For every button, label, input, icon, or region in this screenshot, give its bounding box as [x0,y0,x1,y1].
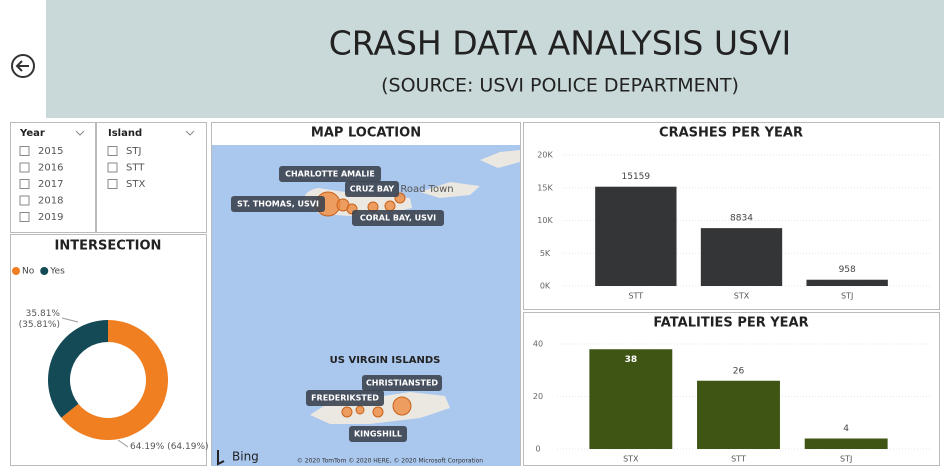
bar [700,228,783,286]
map-place: Road Town [400,184,453,195]
map-callout [362,375,442,391]
map-callout-label: FREDERIKSTED [311,394,379,403]
slicer-item: STT [126,163,145,174]
y-tick-label: 5K [540,249,551,258]
map-callout [345,181,399,197]
chart-title: CRASHES PER YEAR [659,126,803,141]
slicer-checkbox[interactable] [19,195,30,206]
y-tick-label: 10K [537,216,553,225]
slicer-item: STX [126,179,145,190]
map-callout [352,210,444,226]
leader-line [61,317,79,323]
bar [806,279,888,286]
donut-label: 35.81% (35.81%) [18,309,60,330]
map-callout [231,196,325,212]
legend-swatch [40,267,49,275]
back-button[interactable] [11,54,35,78]
map-copyright: © 2020 TomTom © 2020 HERE, © 2020 Micros… [297,458,483,465]
bar [589,349,673,449]
x-tick-label: STJ [841,292,853,301]
dropdown-chevrons [75,130,195,136]
header-band [46,0,944,118]
chart-title: FATALITIES PER YEAR [653,316,808,331]
bar [697,380,780,449]
donut-slice [61,320,169,440]
data-label: 958 [839,265,856,275]
map-callout-label: CRUZ BAY [350,185,395,194]
slicer-checkbox[interactable] [107,162,118,173]
map-callout [279,166,381,182]
map-callout-label: CHRISTIANSTED [366,379,438,388]
x-tick-label: STT [628,292,643,301]
bar [804,438,888,449]
x-tick-label: STX [623,455,639,464]
map-callout [349,426,407,442]
legend-label: Yes [49,267,65,277]
slicer-title: Island [108,128,142,139]
y-tick-label: 40 [533,340,543,349]
slicer-item: 2018 [38,196,63,207]
page-subtitle: (SOURCE: USVI POLICE DEPARTMENT) [381,75,739,97]
slicer-item: 2015 [38,146,63,157]
map-callout-label: ST. THOMAS, USVI [237,200,319,209]
slicer-title: Year [19,128,45,139]
data-label: 15159 [622,172,651,182]
y-tick-label: 20 [533,392,543,401]
donut-slice [47,320,108,418]
slicer-checkbox[interactable] [19,179,30,189]
y-tick-label: 0 [535,445,540,454]
data-label: 8834 [730,214,753,224]
slicer-checkbox[interactable] [19,162,30,173]
slicer-checkbox[interactable] [107,179,118,189]
x-tick-label: STT [731,455,746,464]
leader-line [117,439,129,448]
map-callout [306,390,384,406]
map-callout-label: CORAL BAY, USVI [360,214,436,223]
map-callout-label: KINGSHILL [354,430,402,439]
bing-icon [217,450,225,466]
y-tick-label: 0K [540,282,551,291]
legend-swatch [12,267,20,275]
data-label: 4 [843,424,849,434]
page-title: CRASH DATA ANALYSIS USVI [329,24,791,63]
data-label: 38 [625,355,638,365]
panel-borders [10,122,940,466]
slicer-checkbox[interactable] [19,146,30,156]
map-place: US VIRGIN ISLANDS [330,355,441,366]
slicer-checkbox[interactable] [107,146,118,156]
x-tick-label: STJ [840,455,852,464]
y-tick-label: 15K [537,183,553,192]
legend-label: No [22,267,35,277]
donut-label: 64.19% (64.19%) [130,442,209,452]
map-title: MAP LOCATION [311,126,421,141]
slicer-item: STJ [126,146,141,157]
back-arrow [15,60,29,72]
x-tick-label: STX [734,292,750,301]
slicer-checkbox[interactable] [19,212,30,222]
y-tick-label: 20K [537,151,553,160]
chart-title: INTERSECTION [55,239,162,254]
map-callout-label: CHARLOTTE AMALIE [285,170,375,179]
slicer-item: 2019 [38,212,63,223]
slicer-item: 2016 [38,163,63,174]
bar [595,186,677,286]
data-label: 26 [733,366,745,376]
slicer-item: 2017 [38,179,63,190]
map-logo: Bing [232,450,259,464]
